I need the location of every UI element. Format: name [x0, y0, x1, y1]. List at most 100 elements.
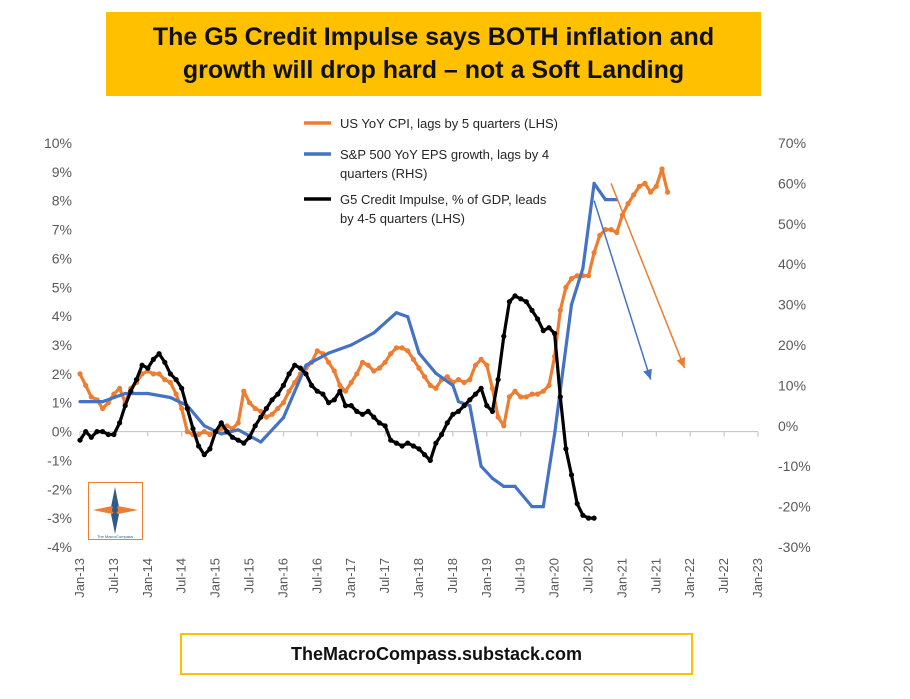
annotation-arrows — [593, 183, 686, 380]
data-point — [280, 382, 286, 388]
data-point — [382, 359, 388, 365]
data-point — [568, 472, 575, 478]
data-point — [512, 388, 518, 394]
data-point — [83, 429, 89, 435]
data-point — [252, 405, 258, 412]
data-point — [405, 440, 411, 446]
data-point — [490, 476, 494, 480]
data-point — [376, 420, 382, 426]
x-tick-label: Jan-21 — [614, 558, 629, 598]
data-point — [371, 414, 377, 420]
data-point — [472, 391, 479, 397]
data-point — [241, 440, 247, 446]
data-point — [281, 416, 285, 420]
y-left-tick-label: 3% — [52, 337, 72, 353]
x-tick-label: Jul-20 — [581, 558, 596, 593]
data-point — [535, 316, 541, 322]
data-point — [422, 374, 428, 380]
data-point — [219, 432, 223, 436]
series-g5-credit-impulse — [77, 293, 597, 521]
data-point — [117, 385, 123, 391]
data-point — [235, 437, 241, 443]
data-point — [190, 426, 196, 432]
y-right-tick-label: -30% — [778, 539, 811, 555]
series-group — [77, 166, 671, 521]
data-point — [535, 391, 541, 397]
data-point — [292, 379, 298, 386]
data-point — [506, 394, 512, 400]
data-point — [146, 391, 150, 396]
x-tick-label: Jan-20 — [547, 558, 562, 598]
data-point — [235, 420, 241, 426]
legend-label: US YoY CPI, lags by 5 quarters (LHS) — [340, 116, 558, 131]
data-point — [455, 408, 462, 414]
data-point — [162, 359, 168, 365]
series-us-cpi — [77, 166, 671, 438]
data-point — [156, 371, 162, 377]
data-point — [269, 397, 275, 403]
data-point — [540, 328, 546, 334]
data-point — [563, 284, 569, 290]
y-right-tick-label: 0% — [778, 418, 798, 434]
data-point — [416, 365, 422, 371]
x-tick-label: Jul-19 — [513, 558, 528, 593]
y-right-tick-label: 40% — [778, 256, 806, 272]
footer-url: TheMacroCompass.substack.com — [290, 643, 583, 664]
y-left-tick-label: 4% — [52, 308, 72, 324]
data-point — [101, 400, 105, 404]
data-point — [427, 457, 433, 463]
data-point — [603, 198, 608, 202]
data-point — [585, 273, 592, 279]
data-point — [258, 414, 264, 420]
data-point — [399, 345, 405, 351]
data-point — [365, 408, 371, 414]
data-point — [518, 296, 524, 302]
data-point — [433, 440, 439, 446]
data-point — [468, 404, 472, 408]
data-point — [202, 424, 206, 428]
y-left-tick-label: -3% — [47, 510, 72, 526]
data-point — [523, 394, 529, 400]
data-point — [117, 420, 123, 426]
trend-arrow-line — [593, 200, 652, 380]
data-point — [167, 379, 173, 386]
data-point — [331, 397, 337, 403]
data-point — [461, 379, 467, 386]
y-right-tick-label: -20% — [778, 499, 811, 515]
data-point — [88, 394, 94, 400]
data-point — [518, 394, 524, 400]
data-point — [540, 388, 546, 394]
trend-arrow-line — [610, 183, 686, 369]
data-point — [128, 388, 134, 394]
data-point — [529, 307, 535, 313]
data-point — [569, 303, 574, 307]
data-point — [489, 408, 495, 414]
data-point — [123, 391, 127, 396]
legend-label: G5 Credit Impulse, % of GDP, leads — [340, 192, 547, 207]
data-point — [546, 325, 552, 331]
x-tick-label: Jan-16 — [275, 558, 290, 598]
data-point — [451, 383, 455, 387]
data-point — [83, 382, 89, 388]
data-point — [286, 371, 292, 377]
data-point — [150, 356, 156, 362]
data-point — [297, 365, 303, 371]
data-point — [309, 382, 315, 388]
data-point — [484, 403, 490, 409]
data-point — [581, 266, 585, 270]
data-point — [196, 443, 202, 449]
y-right-ticks: 70% 60% 50% 40% 30% 20% 10% 0% -10% -20% -30% — [778, 135, 811, 555]
data-point — [348, 379, 354, 386]
x-tick-label: Jan-13 — [72, 558, 87, 598]
data-point — [541, 505, 545, 509]
x-tick-label: Jul-17 — [377, 558, 392, 593]
y-right-tick-label: 30% — [778, 297, 806, 313]
data-point — [173, 391, 179, 397]
y-left-tick-label: 1% — [52, 395, 72, 411]
y-left-tick-label: 5% — [52, 279, 72, 295]
data-point — [314, 388, 320, 394]
data-point — [133, 377, 140, 383]
x-tick-label: Jul-14 — [174, 558, 189, 593]
data-point — [376, 365, 382, 371]
data-point — [665, 189, 671, 195]
